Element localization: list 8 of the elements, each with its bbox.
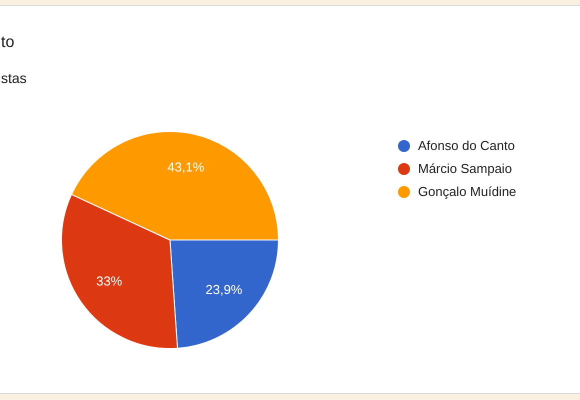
data-label: 23,9% [206, 282, 243, 297]
data-label: 43,1% [167, 160, 205, 175]
legend-label: Gonçalo Muídine [418, 184, 516, 199]
data-label: 33% [96, 273, 123, 288]
chart-subtitle: stas [1, 70, 27, 86]
legend-label: Márcio Sampaio [418, 161, 512, 176]
chart-title: to [1, 34, 14, 52]
legend-label: Afonso do Canto [418, 138, 515, 153]
